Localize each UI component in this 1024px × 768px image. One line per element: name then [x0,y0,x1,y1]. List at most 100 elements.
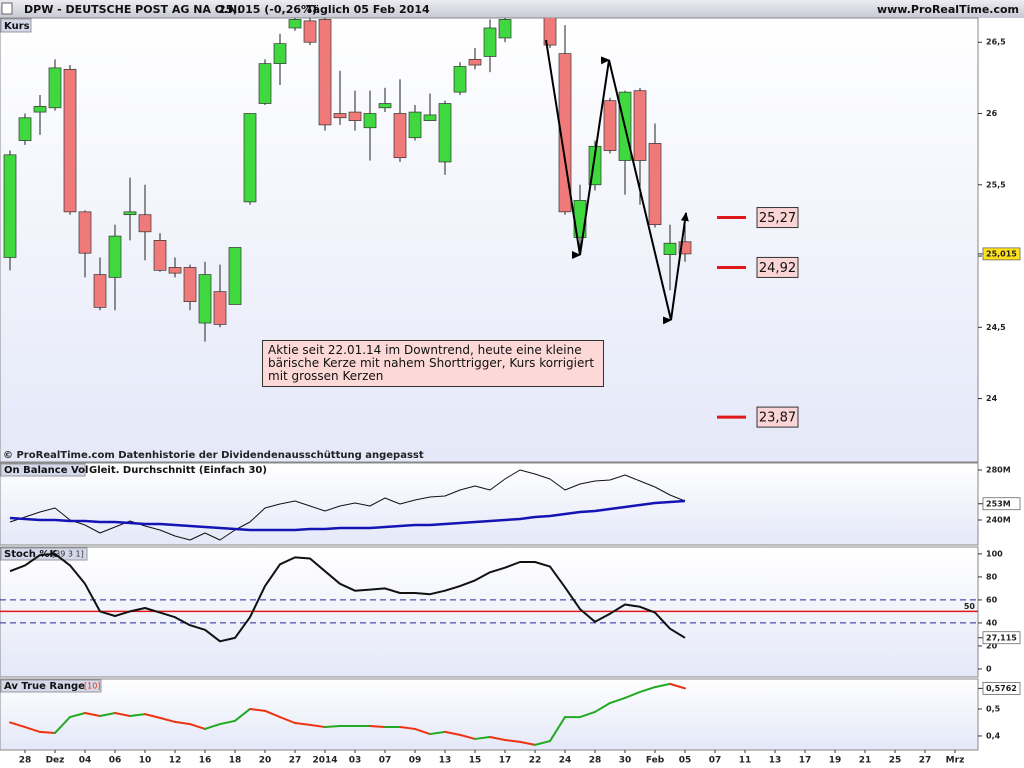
x-tick-label: 28 [19,756,32,766]
candle-body [348,111,362,121]
y-tick-label: 40 [986,618,998,627]
candle-body [168,267,182,274]
note: © ProRealTime.com Datenhistorie der Divi… [3,450,424,461]
candle-body [228,247,242,305]
candle-body [648,143,662,226]
series-segment [279,716,297,725]
x-tick-label: 07 [379,756,392,766]
x-tick-label: 28 [589,756,602,766]
y-tick-label: 26 [986,109,998,118]
series-segment [624,690,642,699]
candle-body [3,154,17,258]
candle-body [453,66,467,93]
x-tick-label: 04 [79,756,92,766]
quote: 25,015 (-0,26%) [218,3,317,16]
panel-label-bg [0,463,86,477]
y-tick-label: 100 [986,549,1003,558]
candle-body [48,67,62,109]
series-segment [414,727,432,736]
candle-body [213,291,227,325]
last-value-box [982,247,1021,261]
y-tick-label: 0,4 [986,731,1001,740]
panel-label-bg [0,18,32,33]
candle-body [603,100,617,151]
trend-arrows [545,39,689,325]
candle-body [243,113,257,203]
panel-title: Kurs [4,21,30,32]
y-tick-label: 24 [986,394,998,403]
header-icon [1,2,13,15]
last-value-box [982,682,1021,695]
candle-body [288,19,302,29]
candle-body [93,274,107,308]
x-tick-label: 25 [889,756,902,766]
series-segment [189,723,207,730]
series-segment [24,726,42,733]
series-segment [39,730,57,734]
candle-body [63,68,77,213]
target-label: 23,87 [759,411,796,426]
series-line [9,552,686,643]
x-tick-label: 24 [559,756,572,766]
x-tick-label: 17 [799,756,812,766]
x-tick-label: 19 [829,756,842,766]
series-segment [444,730,462,736]
series-segment [369,724,387,729]
x-tick-label: 10 [139,756,152,766]
series-segment [249,707,267,712]
params: [39 3 1] [52,550,84,559]
series-segment [264,709,282,719]
series-segment [324,724,342,729]
series-line [9,469,686,541]
x-tick-label: Mrz [946,756,965,766]
series-segment [549,716,567,743]
y-tick-label: 280M [986,466,1011,475]
candle-body [363,113,377,129]
series-segment [234,707,252,722]
target-label: 25,27 [759,211,796,226]
series-segment [309,723,327,729]
legend-entry: On Balance Vol [4,465,88,476]
y-tick-label: 0,5 [986,704,1001,713]
last-value-label: 253M [986,499,1011,508]
y-tick-label: 240M [986,516,1011,525]
series-segment [294,722,312,726]
y-tick-label: 26,5 [986,38,1006,47]
candle-body [123,211,137,216]
target-box [756,207,799,229]
series-segment [9,721,27,729]
x-tick-label: 22 [529,756,542,766]
candle-body [498,19,512,39]
x-tick-label: 11 [739,756,752,766]
series-segment [594,702,612,713]
x-tick-label: 13 [439,756,452,766]
last-value-label: 27,115 [986,633,1017,642]
site: www.ProRealTime.com [877,3,1019,16]
series-segment [204,723,222,730]
header-bar [0,0,1024,18]
x-tick-label: 13 [769,756,782,766]
x-tick-label: Feb [646,756,665,766]
series-segment [669,682,687,690]
series-segment [609,696,627,705]
candle-body [333,113,347,119]
candle-body [468,58,482,66]
y-tick-label: 80 [986,572,998,581]
candle-body [393,113,407,159]
series-segment [69,712,87,719]
y-tick-label: 24,5 [986,323,1006,332]
x-tick-label: 17 [499,756,512,766]
period: Täglich 05 Feb 2014 [306,3,430,16]
series-segment [84,712,102,717]
series-segment [114,712,132,717]
candle-body [78,211,92,254]
candle-body [408,111,422,139]
x-tick-label: 16 [199,756,212,766]
level-label: 50 [964,602,976,611]
last-value-label: 0,5762 [986,684,1017,693]
symbol: DPW - DEUTSCHE POST AG NA O.N. [24,3,241,16]
series-segment [99,712,117,717]
series-segment [399,726,417,730]
